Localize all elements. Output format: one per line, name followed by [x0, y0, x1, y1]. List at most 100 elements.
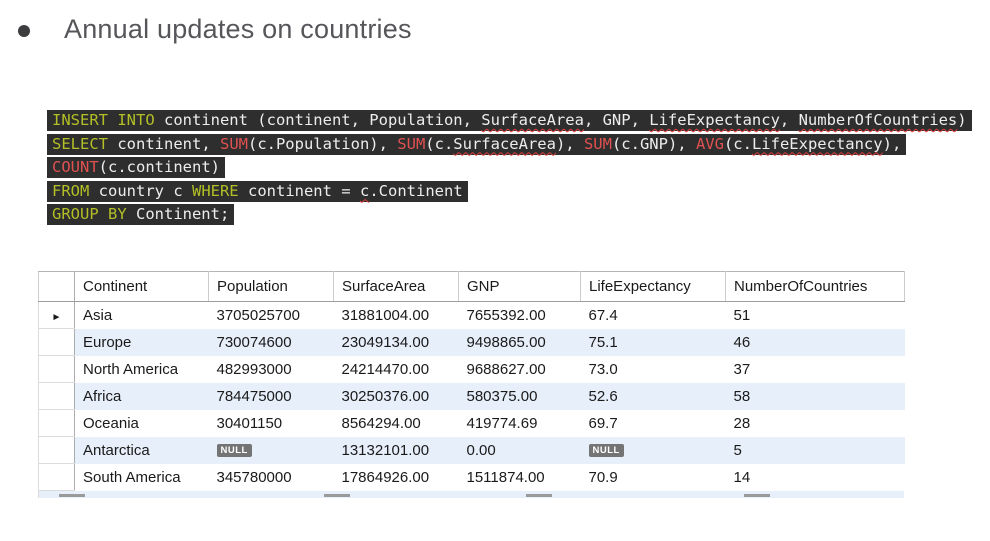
- sql-token-plain: , GNP,: [583, 111, 650, 129]
- cell-gnp[interactable]: 9498865.00: [458, 328, 581, 356]
- cell-numberofcountries[interactable]: 58: [725, 382, 905, 410]
- column-header-numberofcountries[interactable]: NumberOfCountries: [725, 271, 905, 302]
- sql-token-function: COUNT: [52, 158, 99, 176]
- cell-population[interactable]: 784475000: [208, 382, 334, 410]
- cell-continent[interactable]: Europe: [74, 328, 209, 356]
- row-selector-cell[interactable]: [38, 328, 75, 356]
- sql-token-keyword: GROUP BY: [52, 205, 127, 223]
- cell-gnp[interactable]: 580375.00: [458, 382, 581, 410]
- row-selector-cell[interactable]: [38, 436, 75, 464]
- sql-code-block: INSERT INTO continent (continent, Popula…: [47, 110, 972, 228]
- cell-surfacearea[interactable]: 17864926.00: [341, 468, 430, 486]
- cell-numberofcountries[interactable]: 46: [725, 328, 905, 356]
- sql-token-plain: c: [359, 181, 370, 200]
- cell-numberofcountries[interactable]: 37: [733, 360, 751, 378]
- sql-token-keyword: INSERT INTO: [52, 111, 155, 129]
- cell-numberofcountries[interactable]: 5: [725, 436, 905, 464]
- row-selector-cell[interactable]: [38, 409, 75, 437]
- sql-token-plain: continent,: [108, 134, 220, 153]
- table-row: ► Asia 3705025700 31881004.00 7655392.00 67.4…: [38, 301, 905, 329]
- sql-token-plain: SurfaceArea: [453, 134, 556, 153]
- cell-continent[interactable]: Asia: [83, 306, 113, 324]
- sql-code-line: FROM country c WHERE continent = c.Conti…: [47, 180, 972, 205]
- cell-population[interactable]: 30401150: [216, 414, 283, 432]
- sql-token-plain: LifeExpectancy: [649, 111, 780, 129]
- table-row: South America 345780000 17864926.00 1511874…: [38, 463, 905, 491]
- column-header-lifeexpectancy[interactable]: LifeExpectancy: [580, 271, 726, 302]
- sql-token-function: SUM: [219, 134, 248, 153]
- sql-token-plain: continent (continent, Population,: [154, 111, 482, 129]
- sql-token-plain: LifeExpectancy: [751, 134, 883, 153]
- cell-gnp[interactable]: 0.00: [458, 436, 581, 464]
- result-table: Continent Population SurfaceArea GNP LifeExp…: [38, 271, 905, 491]
- cell-gnp[interactable]: 419774.69: [466, 414, 538, 432]
- cell-edge-tick: [59, 494, 85, 497]
- cell-population[interactable]: 3705025700: [216, 306, 300, 324]
- sql-token-keyword: WHERE: [191, 181, 239, 200]
- sql-token-plain: ),: [555, 134, 584, 153]
- cell-lifeexpectancy[interactable]: 67.4: [588, 306, 618, 324]
- sql-token-plain: (c.: [425, 134, 454, 153]
- sql-token-plain: continent =: [238, 181, 360, 200]
- sql-token-plain: NumberOfCountries: [798, 111, 958, 129]
- cell-population[interactable]: 730074600: [208, 328, 334, 356]
- row-selector-cell[interactable]: [38, 463, 75, 491]
- sql-code-line: INSERT INTO continent (continent, Popula…: [47, 110, 972, 134]
- sql-token-function: SUM: [397, 134, 426, 153]
- sql-code-line: COUNT(c.continent): [47, 157, 972, 181]
- cell-edge-tick: [324, 494, 350, 497]
- column-header-continent[interactable]: Continent: [74, 271, 209, 302]
- cell-edge-tick: [744, 494, 770, 497]
- row-selector-cell[interactable]: [38, 382, 75, 410]
- row-selector-cell[interactable]: [38, 355, 75, 383]
- cell-continent[interactable]: Africa: [74, 382, 209, 410]
- sql-token-plain: (c.GNP),: [611, 134, 696, 153]
- cell-continent[interactable]: Oceania: [83, 414, 139, 432]
- sql-token-function: AVG: [695, 134, 724, 153]
- row-selector-cell[interactable]: ►: [38, 301, 75, 329]
- sql-token-plain: Continent;: [126, 205, 230, 223]
- sql-token-plain: ): [957, 111, 967, 129]
- cell-lifeexpectancy[interactable]: 73.0: [588, 360, 618, 378]
- selector-corner-cell[interactable]: [38, 271, 75, 302]
- cell-surfacearea[interactable]: 8564294.00: [341, 414, 421, 432]
- null-badge: NULL: [588, 443, 624, 458]
- cell-population[interactable]: 345780000: [216, 468, 292, 486]
- table-row: Africa 784475000 30250376.00 580375.00 52.6 5…: [38, 382, 905, 410]
- column-header-population[interactable]: Population: [208, 271, 334, 302]
- cell-population[interactable]: NULL: [208, 436, 334, 464]
- cell-continent[interactable]: Antarctica: [74, 436, 209, 464]
- null-badge: NULL: [216, 443, 252, 458]
- column-header-gnp[interactable]: GNP: [458, 271, 581, 302]
- cell-lifeexpectancy[interactable]: 69.7: [588, 414, 618, 432]
- cell-surfacearea[interactable]: 24214470.00: [341, 360, 430, 378]
- cell-gnp[interactable]: 9688627.00: [466, 360, 546, 378]
- cell-lifeexpectancy[interactable]: 75.1: [580, 328, 726, 356]
- cell-gnp[interactable]: 1511874.00: [466, 468, 545, 486]
- table-row: North America 482993000 24214470.00 9688627…: [38, 355, 905, 383]
- table-row: Europe 730074600 23049134.00 9498865.00 75.1…: [38, 328, 905, 356]
- sql-token-plain: (c.: [723, 134, 752, 153]
- sql-token-keyword: SELECT: [52, 134, 108, 153]
- cell-continent[interactable]: North America: [83, 360, 179, 378]
- sql-token-plain: (c.continent): [98, 158, 220, 176]
- cell-gnp[interactable]: 7655392.00: [466, 306, 546, 324]
- cell-population[interactable]: 482993000: [216, 360, 292, 378]
- cell-lifeexpectancy[interactable]: NULL: [580, 436, 726, 464]
- cell-surfacearea[interactable]: 13132101.00: [333, 436, 459, 464]
- column-header-surfacearea[interactable]: SurfaceArea: [333, 271, 459, 302]
- cell-lifeexpectancy[interactable]: 52.6: [580, 382, 726, 410]
- sql-token-keyword: FROM: [52, 181, 90, 200]
- cell-lifeexpectancy[interactable]: 70.9: [588, 468, 618, 486]
- cell-surfacearea[interactable]: 23049134.00: [333, 328, 459, 356]
- cell-continent[interactable]: South America: [83, 468, 181, 486]
- cell-numberofcountries[interactable]: 14: [733, 468, 751, 486]
- cell-numberofcountries[interactable]: 28: [733, 414, 751, 432]
- cell-numberofcountries[interactable]: 51: [733, 306, 751, 324]
- sql-token-function: SUM: [583, 134, 612, 153]
- cell-surfacearea[interactable]: 31881004.00: [341, 306, 430, 324]
- cell-surfacearea[interactable]: 30250376.00: [333, 382, 459, 410]
- slide-title-row: Annual updates on countries: [18, 14, 412, 45]
- header-row: Continent Population SurfaceArea GNP LifeExp…: [38, 271, 905, 302]
- result-grid: Continent Population SurfaceArea GNP LifeExp…: [38, 271, 906, 498]
